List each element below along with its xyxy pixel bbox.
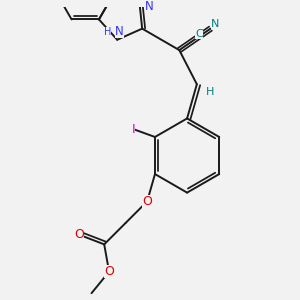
- Text: C: C: [195, 28, 203, 38]
- Text: N: N: [145, 0, 154, 13]
- Text: N: N: [115, 26, 124, 38]
- Text: O: O: [104, 265, 114, 278]
- Text: O: O: [142, 195, 152, 208]
- Text: H: H: [206, 87, 215, 97]
- Text: O: O: [74, 228, 84, 241]
- Text: N: N: [211, 19, 220, 29]
- Text: I: I: [132, 123, 135, 136]
- Text: H: H: [104, 27, 111, 37]
